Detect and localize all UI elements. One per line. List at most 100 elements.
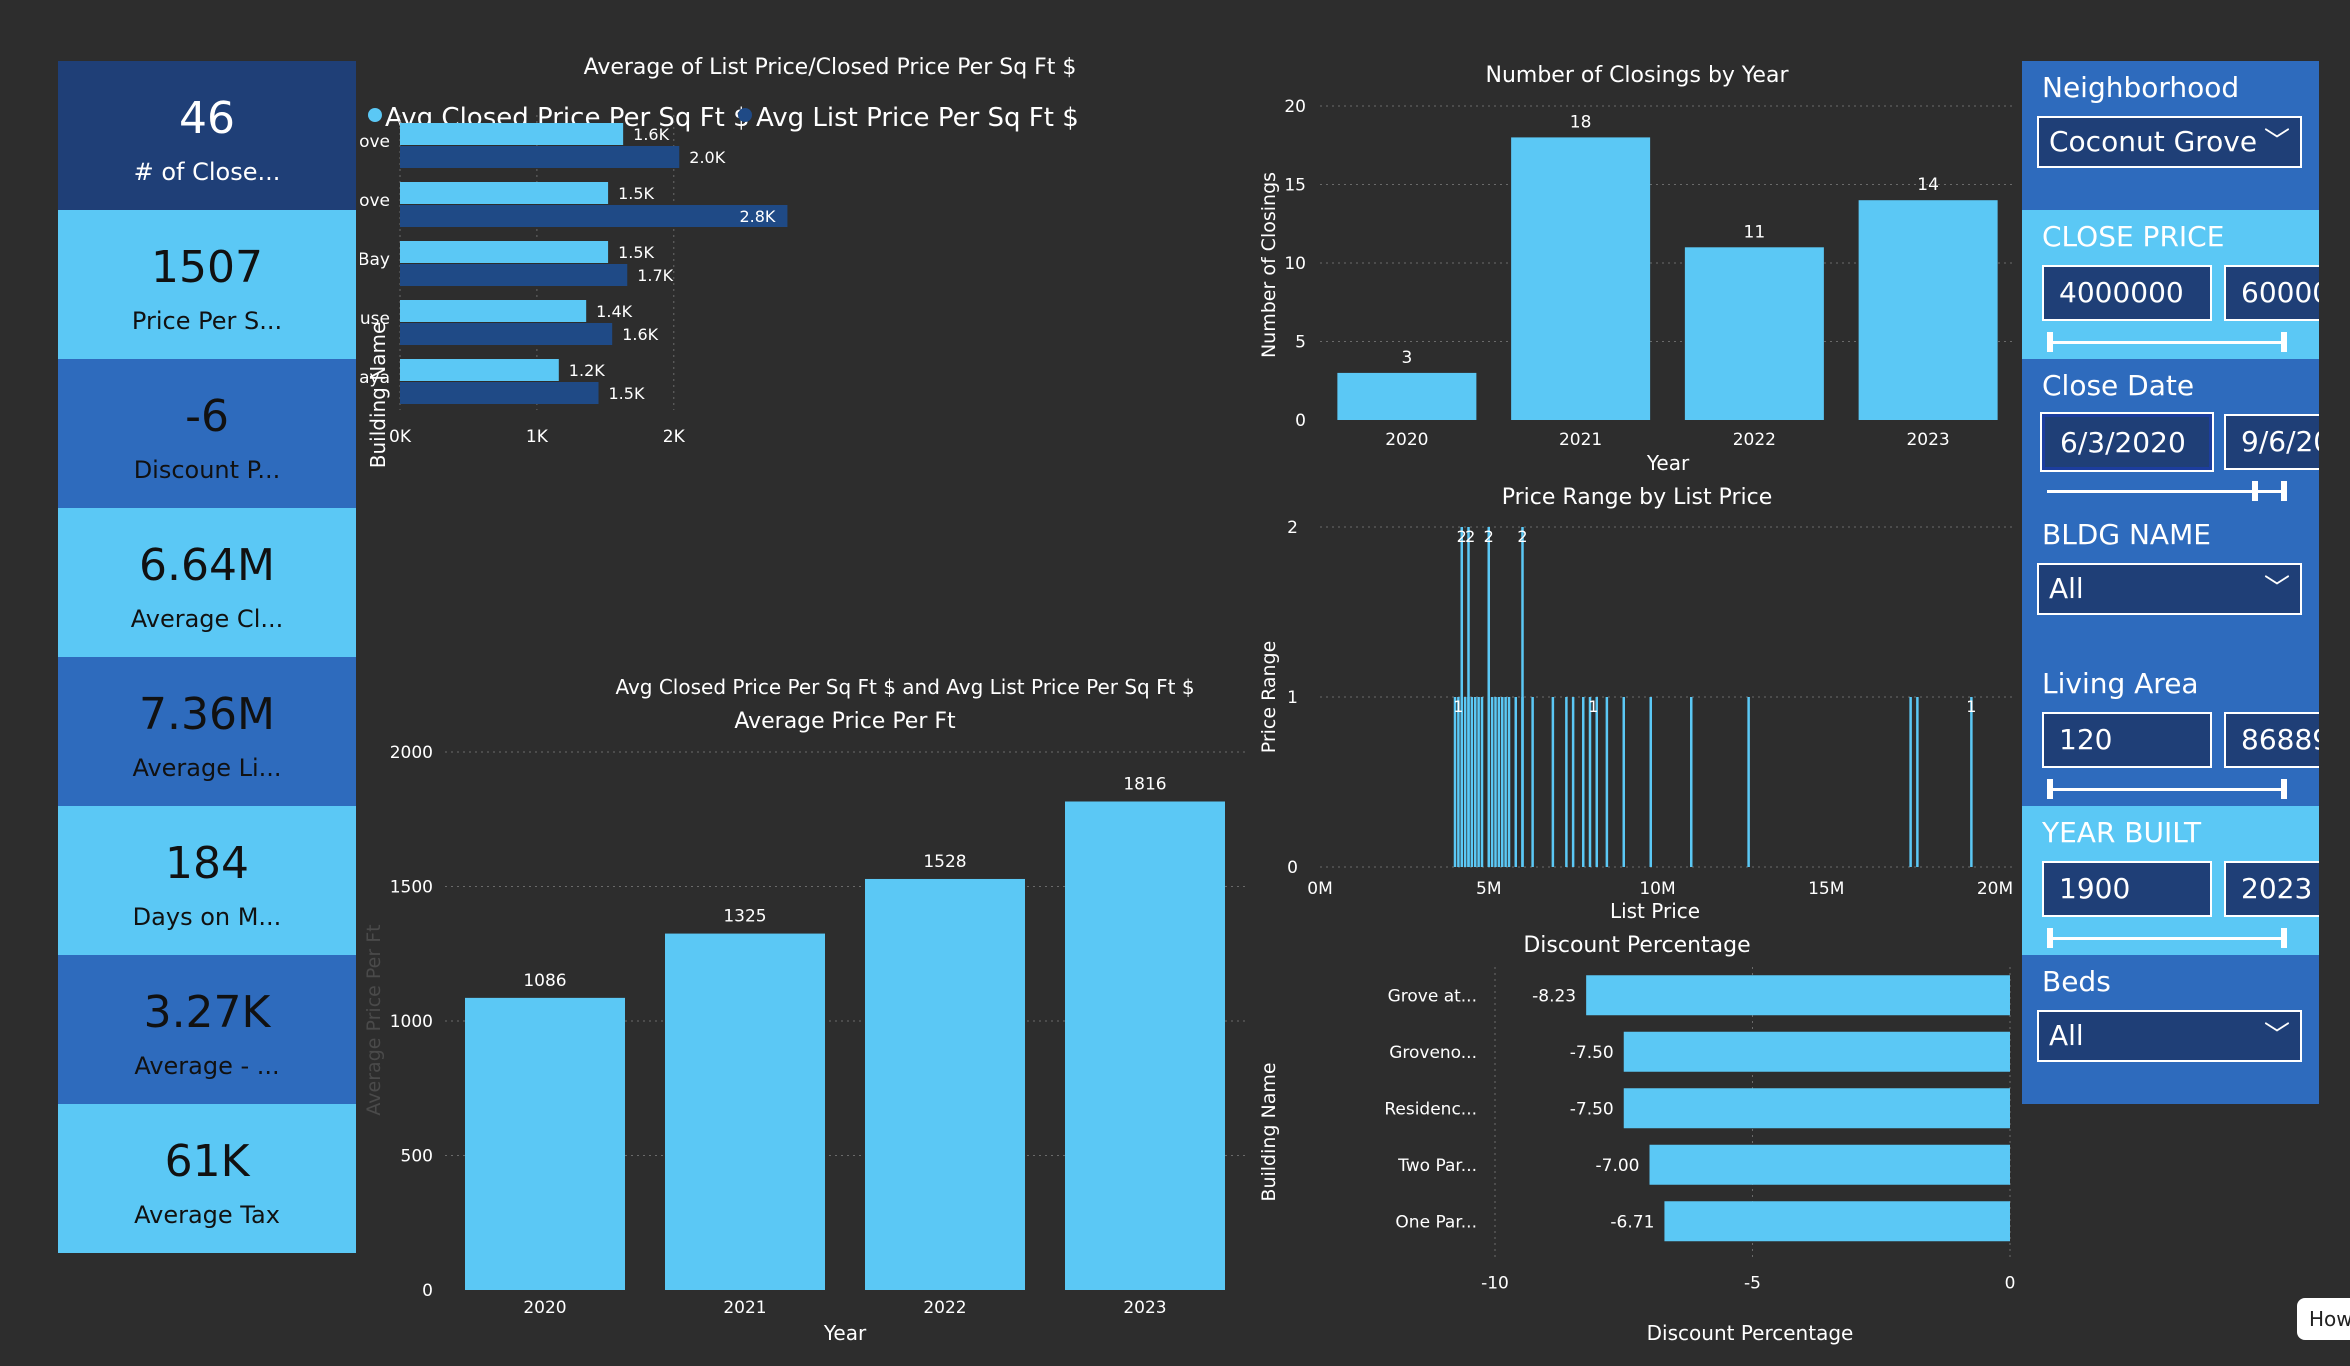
kpi-label: Price Per S...: [131, 307, 283, 335]
close-date-slider-track[interactable]: [2047, 490, 2287, 493]
bldg-name-dropdown[interactable]: All ﹀: [2037, 563, 2302, 615]
kpi-value: 184: [165, 838, 249, 889]
kpi-label: Discount P...: [133, 456, 281, 484]
y-tick-label: 2: [1287, 518, 1298, 538]
kpi-card-average[interactable]: 3.27K Average - ...: [58, 955, 356, 1104]
closings-by-year-chart[interactable]: Number of Closings by Year Number of Clo…: [1255, 55, 2025, 475]
kpi-label: Average - ...: [134, 1052, 280, 1080]
bar: [1664, 1201, 2010, 1242]
bar: [1586, 975, 2010, 1016]
data-label: 2: [1457, 527, 1467, 546]
y-tick-label: 2000: [390, 743, 433, 763]
slicer-neighborhood: Neighborhood Coconut Grove ﹀: [2022, 61, 2319, 210]
data-label: 1.5K: [609, 384, 645, 403]
chevron-down-icon[interactable]: ﹀: [2263, 127, 2290, 157]
y-tick-label: 1500: [390, 878, 433, 898]
x-axis-label: List Price: [1610, 899, 1700, 923]
close-date-end-input[interactable]: 9/6/20: [2224, 414, 2319, 470]
discount-percentage-chart[interactable]: Discount Percentage Building Name Discou…: [1255, 925, 2025, 1350]
kpi-card-price-per-sqft[interactable]: 1507 Price Per S...: [58, 210, 356, 359]
data-label: -7.00: [1596, 1156, 1640, 1176]
bar: [1623, 1031, 2010, 1072]
legend-label-list[interactable]: Avg List Price Per Sq Ft $: [756, 103, 1079, 133]
y-tick-label: 20: [1284, 97, 1306, 117]
price-range-chart[interactable]: Price Range by List Price Price Range Li…: [1255, 475, 2025, 925]
close-date-slider-min-handle[interactable]: [2252, 481, 2258, 501]
year-built-min-input[interactable]: 1900: [2042, 861, 2212, 917]
slicer-close-date: Close Date 6/3/2020 9/6/20: [2022, 359, 2319, 508]
avg-price-per-ft-chart[interactable]: Average Price Per Ft Average Price Per F…: [360, 700, 1260, 1350]
slicer-living-area: Living Area 120 86889: [2022, 657, 2319, 806]
close-price-max-input[interactable]: 60000: [2224, 265, 2319, 321]
kpi-card-avg-close[interactable]: 6.64M Average Cl...: [58, 508, 356, 657]
data-label: 1.6K: [622, 325, 658, 344]
close-price-slider-track[interactable]: [2047, 341, 2287, 344]
year-built-slider-min-handle[interactable]: [2047, 928, 2053, 948]
x-tick-label: 2023: [1123, 1298, 1166, 1318]
data-label: 1.7K: [637, 266, 673, 285]
data-label: -6.71: [1610, 1212, 1654, 1232]
bar: [1684, 247, 1824, 420]
bar: [665, 933, 825, 1290]
slicer-close-price: CLOSE PRICE 4000000 60000: [2022, 210, 2319, 359]
avg-price-sqft-chart[interactable]: Average of List Price/Closed Price Per S…: [360, 50, 1250, 710]
close-date-start-input[interactable]: 6/3/2020: [2040, 412, 2214, 472]
kpi-value: 46: [179, 93, 235, 144]
chart-title: Number of Closings by Year: [1486, 63, 1790, 88]
kpi-card-closings[interactable]: 46 # of Close...: [58, 61, 356, 210]
chart-title: Average Price Per Ft: [734, 709, 956, 734]
x-tick-label: -10: [1481, 1274, 1509, 1294]
data-label: 1528: [923, 852, 966, 872]
x-tick-label: 15M: [1808, 879, 1844, 899]
close-price-min-input[interactable]: 4000000: [2042, 265, 2212, 321]
data-label: 1325: [723, 907, 766, 927]
kpi-card-avg-tax[interactable]: 61K Average Tax: [58, 1104, 356, 1253]
bar: [400, 264, 628, 286]
year-built-max-input[interactable]: 2023: [2224, 861, 2319, 917]
data-label: 2.8K: [739, 207, 775, 226]
y-tick-label: 5: [1295, 333, 1306, 353]
y-tick-label: Grove at...: [1388, 986, 1477, 1006]
data-label: 14: [1917, 175, 1939, 195]
x-tick-label: 20M: [1977, 879, 2013, 899]
data-label: 1.4K: [596, 302, 632, 321]
chevron-down-icon[interactable]: ﹀: [2263, 1021, 2290, 1051]
data-label: 3: [1401, 348, 1412, 368]
y-tick-label: One Park Grove: [360, 191, 390, 211]
data-label: -7.50: [1570, 1043, 1614, 1063]
year-built-slider-track[interactable]: [2047, 937, 2287, 940]
neighborhood-dropdown[interactable]: Coconut Grove ﹀: [2037, 116, 2302, 168]
close-price-slider-max-handle[interactable]: [2281, 332, 2287, 352]
kpi-card-discount[interactable]: -6 Discount P...: [58, 359, 356, 508]
x-tick-label: 5M: [1476, 879, 1501, 899]
kpi-value: 6.64M: [139, 540, 275, 591]
living-area-slider-max-handle[interactable]: [2281, 779, 2287, 799]
kpi-card-days-on-market[interactable]: 184 Days on M...: [58, 806, 356, 955]
x-tick-label: 2020: [523, 1298, 566, 1318]
slicer-title: Close Date: [2042, 369, 2195, 402]
slicer-bldg-name: BLDG NAME All ﹀: [2022, 508, 2319, 657]
living-area-max-input[interactable]: 86889: [2224, 712, 2319, 768]
close-date-slider-max-handle[interactable]: [2281, 481, 2287, 501]
close-price-slider-min-handle[interactable]: [2047, 332, 2053, 352]
bar: [400, 382, 599, 404]
kpi-card-avg-list[interactable]: 7.36M Average Li...: [58, 657, 356, 806]
kpi-value: 7.36M: [139, 689, 275, 740]
x-tick-label: 2023: [1906, 430, 1949, 450]
data-label: -8.23: [1532, 986, 1576, 1006]
dropdown-value: All: [2049, 572, 2084, 605]
living-area-slider-track[interactable]: [2047, 788, 2287, 791]
kpi-label: Average Cl...: [130, 605, 284, 633]
year-built-slider-max-handle[interactable]: [2281, 928, 2287, 948]
beds-dropdown[interactable]: All ﹀: [2037, 1010, 2302, 1062]
living-area-slider-min-handle[interactable]: [2047, 779, 2053, 799]
bar: [1065, 801, 1225, 1290]
bar: [1649, 1144, 2010, 1185]
data-label: 1.6K: [633, 125, 669, 144]
chevron-down-icon[interactable]: ﹀: [2263, 574, 2290, 604]
kpi-label: # of Close...: [133, 158, 281, 186]
living-area-min-input[interactable]: 120: [2042, 712, 2212, 768]
bar: [400, 205, 788, 227]
x-tick-label: 2021: [1559, 430, 1602, 450]
help-button[interactable]: How: [2297, 1298, 2350, 1340]
